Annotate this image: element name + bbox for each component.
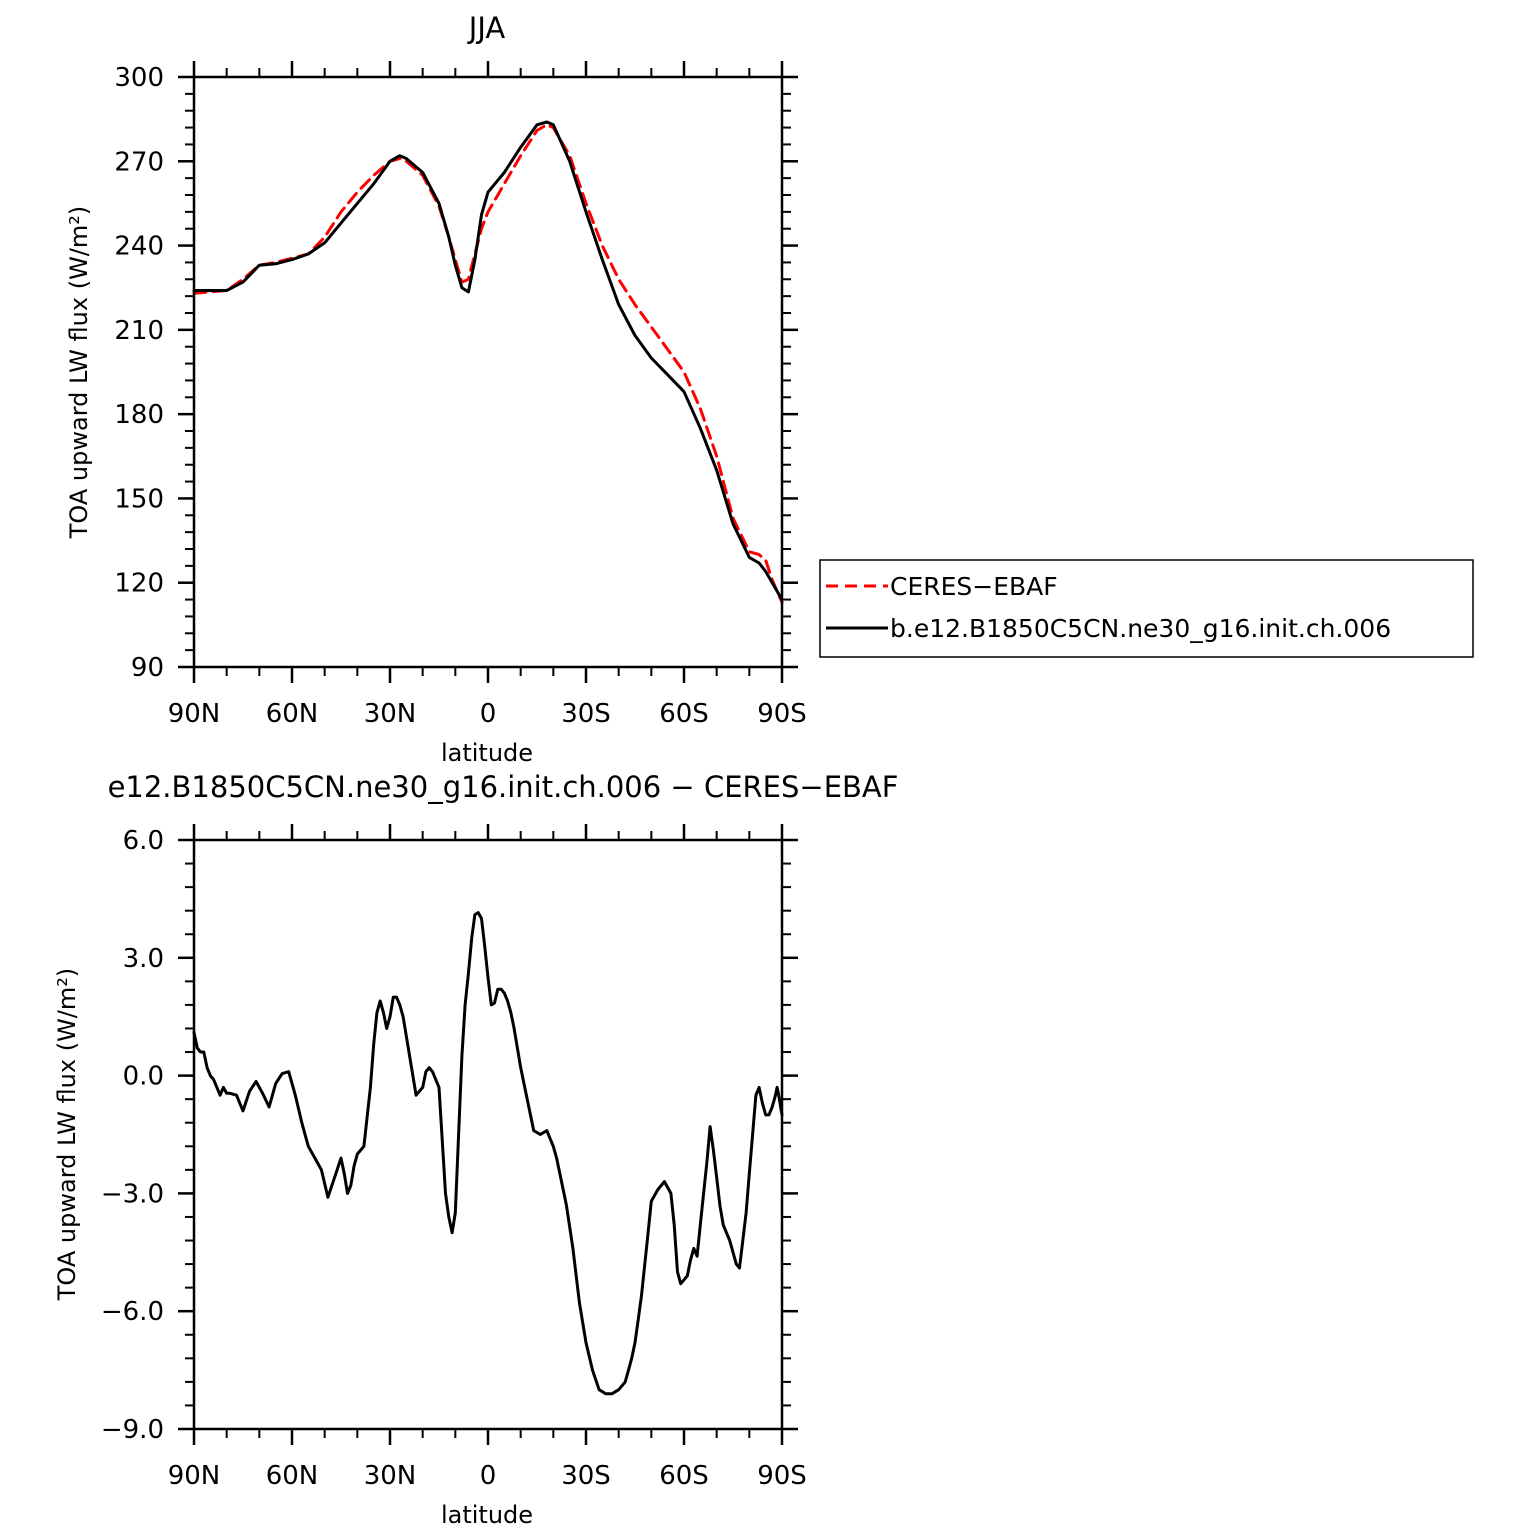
top-ytick-label: 240 (114, 232, 164, 262)
legend-label-model: b.e12.B1850C5CN.ne30_g16.init.ch.006 (890, 614, 1391, 643)
bottom-ytick-label: −9.0 (101, 1415, 164, 1445)
top-ytick-label: 120 (114, 569, 164, 599)
top-plot-frame (192, 75, 784, 669)
bottom-series-line-0 (192, 911, 784, 1396)
top-xtick-label: 90S (757, 699, 807, 729)
bottom-plot-title: e12.B1850C5CN.ne30_g16.init.ch.006 − CER… (108, 770, 899, 804)
top-axis-ticks: 90N 60N 30N 0 30S 60S 90S 90 120 150 180 210 240 270 3… (114, 61, 807, 729)
bottom-xtick-label: 60N (266, 1461, 319, 1491)
bottom-x-axis-label: latitude (441, 1501, 533, 1529)
bottom-ytick-label: −3.0 (101, 1179, 164, 1209)
bottom-panel: e12.B1850C5CN.ne30_g16.init.ch.006 − CER… (53, 770, 898, 1529)
bottom-ytick-label: 6.0 (123, 826, 164, 856)
top-series-line-0 (192, 123, 784, 604)
top-xtick-label: 30N (364, 699, 417, 729)
bottom-y-axis-label: TOA upward LW flux (W/m²) (53, 968, 81, 1302)
bottom-xtick-label: 30N (364, 1461, 417, 1491)
bottom-axis-ticks: 90N 60N 30N 0 30S 60S 90S −9.0 −6.0 −3.0 0.0 3.0 6.0 (101, 824, 807, 1491)
bottom-series-group (192, 911, 784, 1396)
legend-box (819, 559, 1474, 658)
legend-label-obs: CERES−EBAF (890, 572, 1058, 601)
bottom-ytick-label: −6.0 (101, 1297, 164, 1327)
bottom-xtick-label: 90N (168, 1461, 221, 1491)
top-xtick-label: 60S (659, 699, 709, 729)
top-plot-title: JJA (467, 11, 506, 45)
bottom-xtick-label: 0 (480, 1461, 497, 1491)
top-ytick-label: 150 (114, 484, 164, 514)
top-panel: JJA 90N 60N 30N 0 30S 60S 90S 90 120 150 180 210 240… (65, 11, 1474, 767)
top-ytick-label: 270 (114, 147, 164, 177)
bottom-xtick-label: 30S (561, 1461, 611, 1491)
top-x-axis-label: latitude (441, 739, 533, 767)
bottom-ytick-label: 3.0 (123, 944, 164, 974)
bottom-plot-frame (192, 838, 784, 1431)
top-xtick-label: 30S (561, 699, 611, 729)
top-ytick-label: 90 (131, 653, 164, 683)
bottom-ytick-label: 0.0 (123, 1062, 164, 1092)
top-series-line-1 (192, 120, 784, 602)
bottom-xtick-label: 90S (757, 1461, 807, 1491)
top-ytick-label: 180 (114, 400, 164, 430)
bottom-xtick-label: 60S (659, 1461, 709, 1491)
top-xtick-label: 90N (168, 699, 221, 729)
legend: CERES−EBAF b.e12.B1850C5CN.ne30_g16.init… (819, 559, 1474, 658)
top-series-group (192, 120, 784, 604)
top-ytick-label: 300 (114, 63, 164, 93)
top-xtick-label: 0 (480, 699, 497, 729)
top-ytick-label: 210 (114, 316, 164, 346)
top-xtick-label: 60N (266, 699, 319, 729)
top-y-axis-label: TOA upward LW flux (W/m²) (65, 206, 93, 540)
